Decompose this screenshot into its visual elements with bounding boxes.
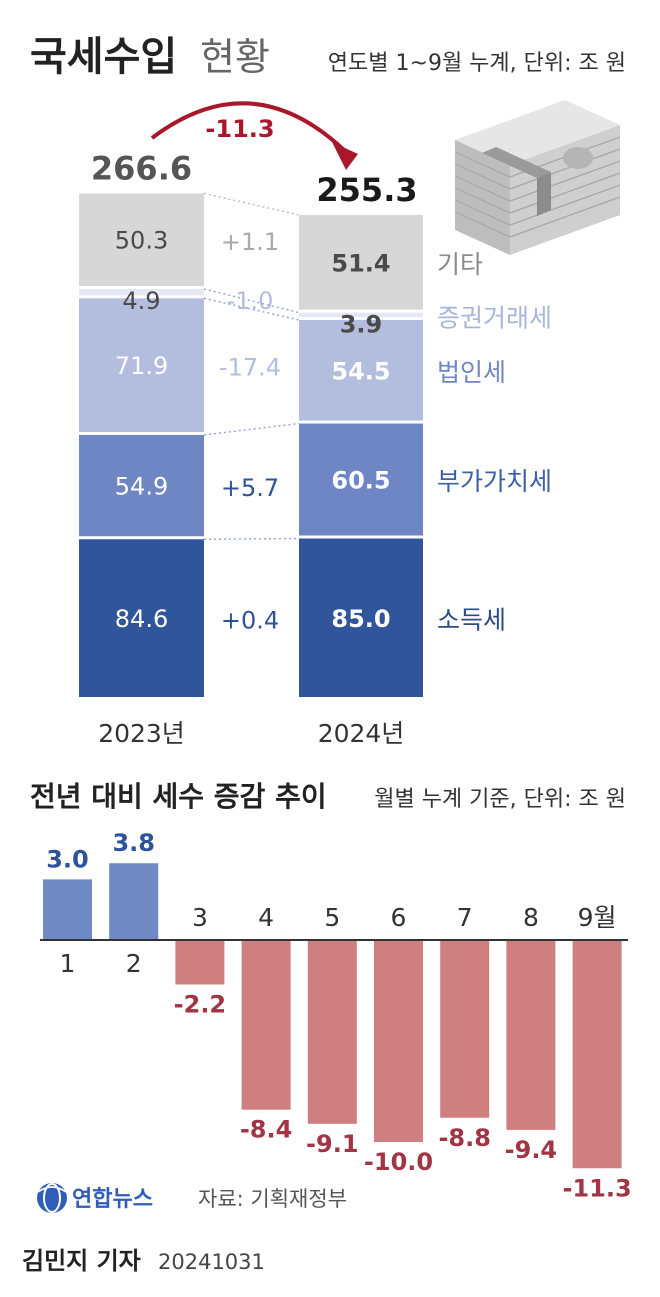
yonhap-logo-icon — [37, 1183, 67, 1213]
trend-value-3: -2.2 — [174, 990, 226, 1018]
section-title: 전년 대비 세수 증감 추이 — [30, 780, 327, 813]
stack-bar-2023-1 — [79, 434, 204, 537]
legend-label-3: 증권거래세 — [437, 304, 552, 333]
change-label-3: -1.0 — [227, 287, 274, 315]
stack-bar-2024-0 — [299, 538, 423, 697]
stack-bar-2024-2 — [299, 320, 423, 421]
segment-label-2024-0: 85.0 — [331, 605, 390, 633]
legend-label-1: 부가가치세 — [437, 467, 552, 496]
main-title-light: 현황 — [200, 35, 270, 79]
trend-bar-1 — [43, 879, 92, 940]
main-subtitle: 연도별 1~9월 누계, 단위: 조 원 — [328, 51, 626, 76]
segment-label-2023-3: 4.9 — [122, 287, 160, 315]
trend-value-2: 3.8 — [112, 829, 155, 857]
stack-bar-2023-0 — [79, 539, 204, 697]
stack-bar-2023-4 — [79, 193, 204, 287]
total-2024: 255.3 — [316, 171, 417, 209]
credit-text: 김민지 기자 — [22, 1247, 141, 1275]
trend-month-4: 4 — [258, 903, 274, 932]
segment-label-2024-2: 54.5 — [331, 357, 390, 385]
connector-line-0 — [203, 537, 300, 540]
segment-label-2024-1: 60.5 — [331, 467, 390, 495]
legend-label-4: 기타 — [437, 250, 483, 279]
category-label-0: 2023년 — [98, 719, 185, 748]
date-text: 20241031 — [158, 1250, 265, 1274]
stack-bar-2024-3 — [299, 312, 423, 317]
segment-label-2023-1: 54.9 — [115, 473, 168, 501]
trend-bar-7 — [440, 940, 490, 1118]
trend-value-1: 3.0 — [46, 845, 89, 873]
trend-month-8: 8 — [523, 903, 539, 932]
section-subtitle: 월별 누계 기준, 단위: 조 원 — [374, 787, 626, 812]
segment-label-2023-2: 71.9 — [115, 352, 168, 380]
trend-bar-2 — [109, 863, 159, 940]
trend-value-7: -8.8 — [438, 1124, 490, 1152]
legend-label-2: 법인세 — [437, 358, 506, 387]
change-label-2: -17.4 — [219, 354, 281, 382]
difference-label: -11.3 — [205, 115, 274, 143]
trend-value-5: -9.1 — [306, 1130, 358, 1158]
segment-label-2024-3: 3.9 — [340, 311, 383, 339]
source-text: 자료: 기획재정부 — [198, 1187, 347, 1211]
connector-line-3 — [203, 288, 300, 314]
trend-value-8: -9.4 — [505, 1136, 557, 1164]
trend-month-9: 9월 — [578, 903, 617, 932]
change-label-1: +5.7 — [221, 474, 279, 502]
trend-month-5: 5 — [324, 903, 340, 932]
main-title: 국세수입 — [30, 34, 177, 80]
segment-label-2023-4: 50.3 — [115, 227, 168, 255]
segment-label-2023-0: 84.6 — [115, 605, 168, 633]
trend-value-9: -11.3 — [563, 1174, 632, 1202]
connector-line-1 — [203, 422, 300, 436]
trend-bar-9 — [572, 940, 622, 1169]
trend-month-7: 7 — [457, 903, 473, 932]
decrease-arrow-icon — [150, 101, 346, 152]
trend-bar-4 — [241, 940, 291, 1110]
connector-line-2 — [203, 297, 300, 321]
trend-bar-8 — [506, 940, 556, 1130]
stack-bar-2023-2 — [79, 298, 204, 432]
trend-month-2: 2 — [126, 949, 142, 978]
arrowhead-icon — [332, 142, 358, 170]
trend-bar-6 — [374, 940, 423, 1142]
money-stack-icon — [454, 100, 621, 255]
stack-bar-2024-1 — [299, 423, 423, 536]
legend-label-0: 소득세 — [437, 605, 506, 634]
change-label-0: +0.4 — [221, 607, 279, 635]
trend-bar-5 — [307, 940, 357, 1124]
total-2023: 266.6 — [91, 149, 192, 187]
trend-value-6: -10.0 — [364, 1148, 433, 1176]
category-label-1: 2024년 — [318, 719, 405, 748]
connector-line-4 — [203, 192, 300, 216]
trend-month-6: 6 — [391, 903, 407, 932]
trend-bar-3 — [175, 940, 225, 985]
trend-month-1: 1 — [60, 949, 76, 978]
stack-bar-2023-3 — [79, 289, 204, 296]
trend-month-3: 3 — [192, 903, 208, 932]
logo-text: 연합뉴스 — [72, 1186, 153, 1212]
trend-value-4: -8.4 — [240, 1116, 292, 1144]
change-label-4: +1.1 — [221, 228, 279, 256]
stack-bar-2024-4 — [299, 214, 423, 310]
segment-label-2024-4: 51.4 — [331, 249, 390, 277]
